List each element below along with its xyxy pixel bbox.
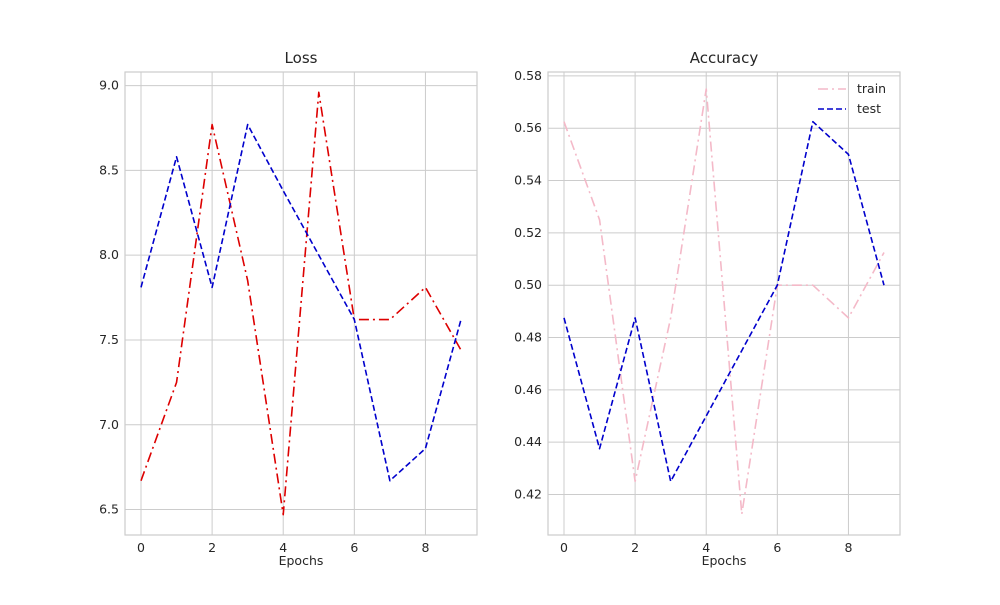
chart-title: Accuracy [690, 49, 759, 67]
series-line-0 [140, 91, 462, 516]
y-tick-label: 7.0 [99, 417, 119, 432]
x-tick-label: 0 [137, 540, 145, 555]
y-tick-label: 6.5 [99, 502, 119, 517]
y-tick-label: 9.0 [99, 78, 119, 93]
x-tick-label: 2 [208, 540, 216, 555]
y-tick-label: 7.5 [99, 332, 119, 347]
y-tick-label: 0.42 [514, 486, 542, 501]
chart-title: Loss [285, 49, 318, 67]
axes-frame [547, 71, 901, 536]
y-tick-label: 8.0 [99, 247, 119, 262]
x-tick-label: 4 [279, 540, 287, 555]
legend-label-train: train [857, 81, 886, 96]
y-tick-label: 0.52 [514, 225, 542, 240]
x-axis-label: Epochs [702, 553, 747, 568]
subplot-1: 0 2 4 6 8 0.42 0.44 0.46 0.48 0.50 0.52 0.54 0.56 0.5… [514, 49, 901, 568]
x-tick-label: 6 [350, 540, 358, 555]
axes-frame [124, 71, 478, 536]
y-tick-label: 0.46 [514, 382, 542, 397]
y-tick-label: 0.56 [514, 120, 542, 135]
x-tick-label: 6 [773, 540, 781, 555]
x-tick-label: 2 [631, 540, 639, 555]
y-tick-label: 0.54 [514, 173, 542, 188]
y-tick-label: 0.48 [514, 330, 542, 345]
x-tick-label: 8 [844, 540, 852, 555]
y-tick-label: 8.5 [99, 162, 119, 177]
y-tick-label: 0.50 [514, 277, 542, 292]
legend-label-test: test [857, 101, 881, 116]
x-tick-label: 8 [421, 540, 429, 555]
x-tick-label: 0 [560, 540, 568, 555]
y-tick-label: 0.44 [514, 434, 542, 449]
y-tick-label: 0.58 [514, 68, 542, 83]
x-tick-label: 4 [702, 540, 710, 555]
series-line-test [563, 120, 885, 483]
series-line-1 [140, 123, 462, 482]
legend: train test [818, 81, 886, 116]
x-axis-label: Epochs [279, 553, 324, 568]
series-line-train [563, 88, 885, 515]
subplot-0: 0 2 4 6 8 6.5 7.0 7.5 8.0 8.5 9.0 Loss Epochs [99, 49, 478, 568]
